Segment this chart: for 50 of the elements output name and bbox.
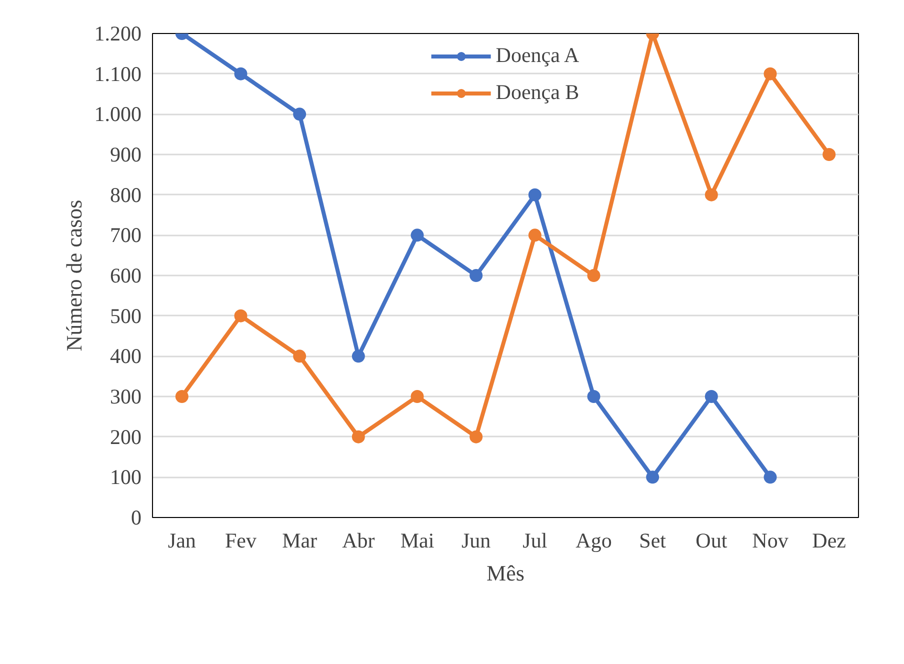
- y-tick-label: 800: [110, 182, 142, 207]
- x-tick-label: Jun: [461, 528, 492, 552]
- y-tick-label: 0: [131, 506, 142, 530]
- point: [764, 470, 777, 484]
- x-tick-label: Nov: [752, 528, 789, 552]
- point: [764, 67, 777, 80]
- x-tick-label: Set: [639, 528, 666, 552]
- point: [352, 430, 365, 444]
- point: [410, 228, 424, 242]
- point: [470, 269, 483, 282]
- point: [293, 108, 306, 121]
- point: [470, 430, 483, 444]
- y-tick-label: 100: [110, 465, 142, 490]
- x-tick-label: Abr: [342, 528, 375, 552]
- point: [704, 188, 718, 202]
- legend-label: Doença B: [496, 80, 580, 105]
- x-tick-label: Dez: [812, 528, 846, 552]
- x-tick-label: Mai: [400, 528, 434, 552]
- point: [822, 148, 836, 161]
- x-axis-title: Mês: [486, 560, 524, 586]
- point: [528, 188, 542, 202]
- y-axis-title: Número de casos: [61, 200, 86, 352]
- y-tick-label: 200: [110, 424, 142, 449]
- y-tick-label: 400: [110, 344, 142, 368]
- point: [352, 350, 365, 363]
- x-tick-label: Mar: [282, 528, 318, 552]
- x-tick-label: Jan: [168, 528, 196, 552]
- x-tick-label: Jul: [522, 528, 548, 552]
- point: [234, 67, 248, 80]
- y-tick-label: 500: [110, 304, 142, 328]
- point: [587, 390, 600, 403]
- point: [528, 228, 542, 242]
- x-tick-label: Fev: [225, 528, 257, 552]
- y-tick-label: 900: [110, 142, 142, 166]
- legend-label: Doença A: [496, 43, 580, 68]
- y-tick-label: 600: [110, 264, 142, 288]
- y-tick-label: 300: [110, 384, 142, 408]
- y-tick-label: 1.100: [94, 62, 142, 86]
- y-tick-label: 1.000: [94, 102, 142, 126]
- point: [410, 390, 424, 403]
- y-tick-label: 1.200: [94, 22, 142, 46]
- point: [175, 390, 188, 403]
- point: [234, 309, 248, 322]
- point: [704, 390, 718, 403]
- y-tick-label: 700: [110, 223, 142, 248]
- point: [293, 350, 306, 363]
- point: [587, 269, 600, 282]
- x-tick-label: Ago: [576, 528, 612, 552]
- point: [646, 470, 660, 484]
- x-tick-label: Out: [696, 528, 728, 552]
